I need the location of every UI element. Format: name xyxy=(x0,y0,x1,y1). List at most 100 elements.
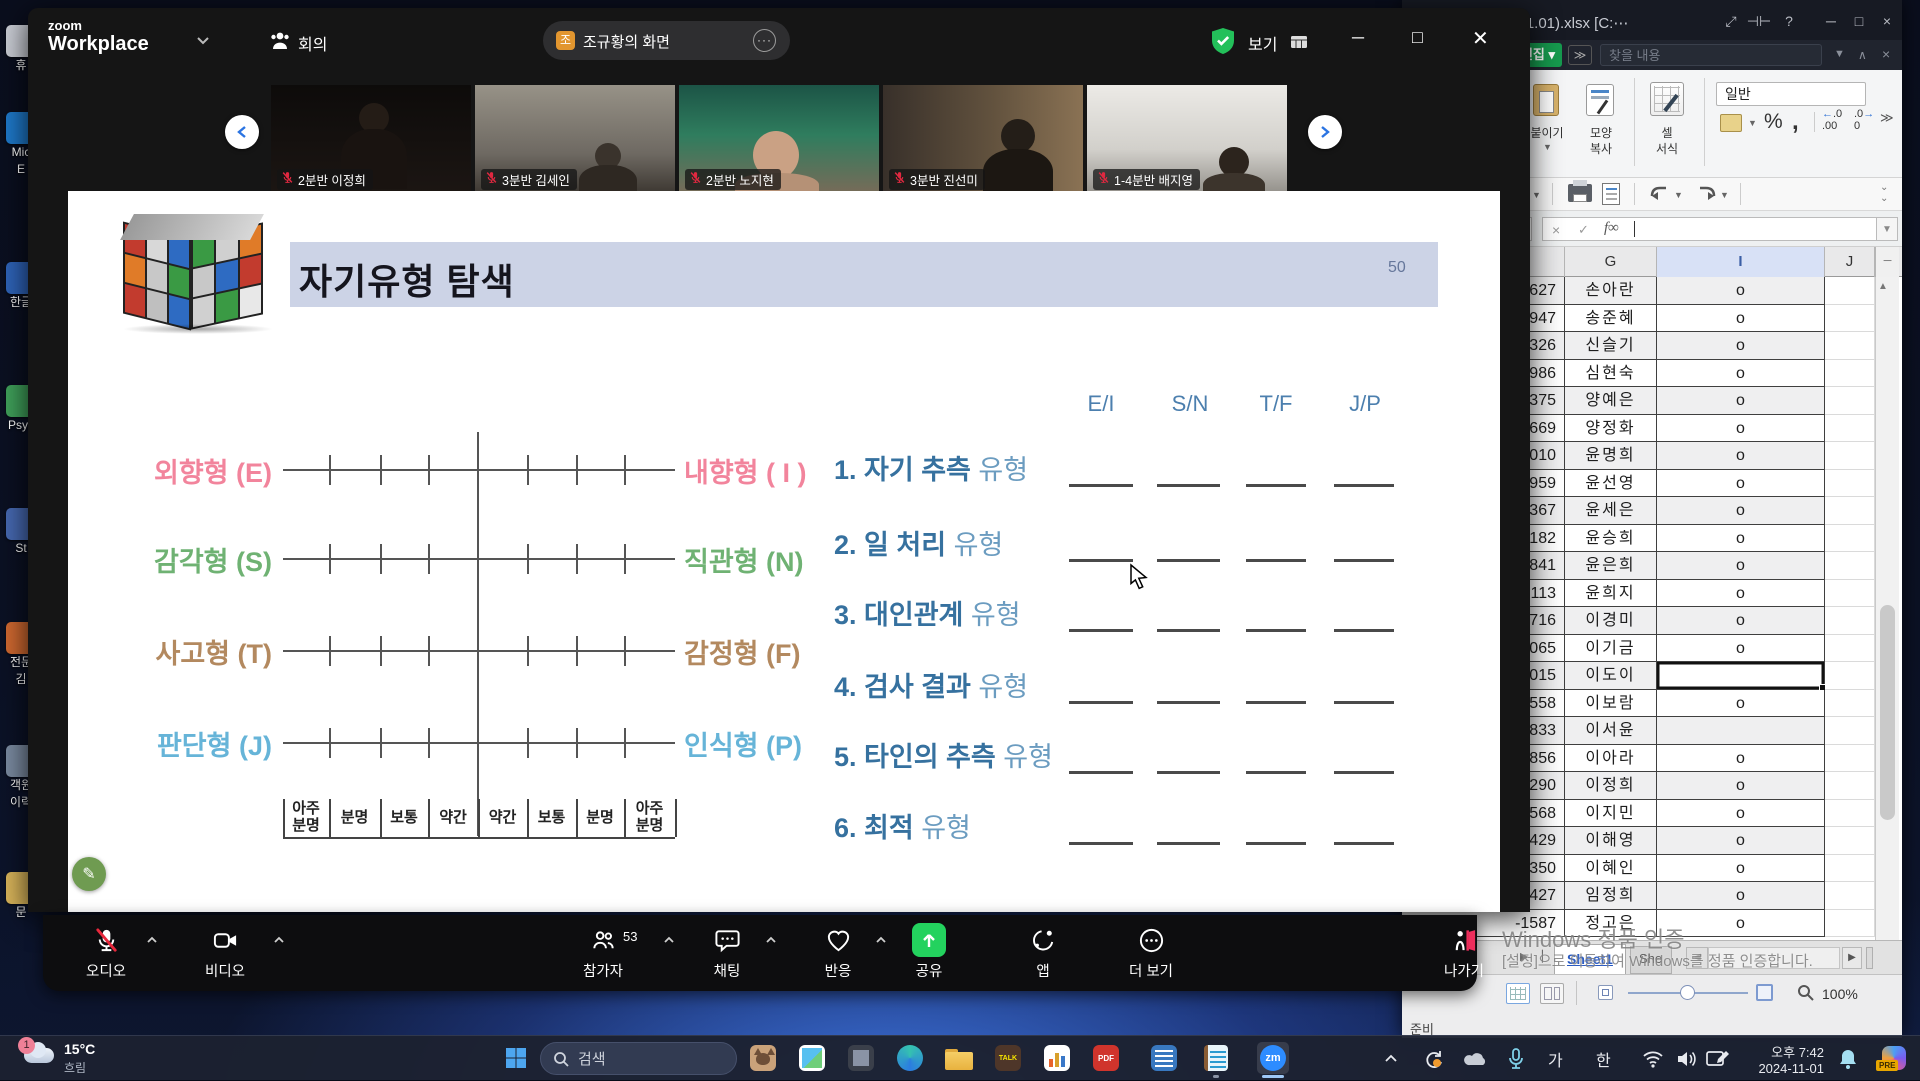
chevron-up-icon[interactable] xyxy=(765,931,777,949)
taskbar-app-kakao[interactable]: TALK xyxy=(992,1042,1024,1074)
expand-icon[interactable]: ⤢ xyxy=(1718,10,1744,32)
toolbar-leave-button[interactable]: 나가기 xyxy=(1412,923,1516,981)
taskbar-app-notes[interactable] xyxy=(1148,1042,1180,1074)
answer-blank[interactable] xyxy=(1069,842,1133,845)
cell-empty[interactable] xyxy=(1825,525,1875,553)
cell-mark[interactable]: o xyxy=(1657,745,1825,773)
cell-empty[interactable] xyxy=(1825,360,1875,388)
participant-video[interactable]: 3분반 김세인 xyxy=(475,85,675,196)
print-icon[interactable] xyxy=(1568,184,1592,202)
currency-icon[interactable] xyxy=(1720,114,1742,132)
close-icon[interactable]: ✕ xyxy=(1472,26,1489,51)
find-close-icon[interactable]: × xyxy=(1882,46,1890,62)
cell-empty[interactable] xyxy=(1825,662,1875,690)
undo-dropdown-icon[interactable]: ▼ xyxy=(1674,190,1683,200)
cell-name[interactable]: 송준혜 xyxy=(1565,305,1657,333)
answer-blank[interactable] xyxy=(1069,771,1133,774)
cell-name[interactable]: 임정희 xyxy=(1565,882,1657,910)
answer-blank[interactable] xyxy=(1246,701,1306,704)
answer-blank[interactable] xyxy=(1246,842,1306,845)
cell-name[interactable]: 윤선영 xyxy=(1565,470,1657,498)
redo-dropdown-icon[interactable]: ▼ xyxy=(1720,190,1729,200)
toolbar-chat-button[interactable]: 채팅 xyxy=(675,923,779,981)
onedrive-cloud-icon[interactable] xyxy=(1464,1036,1488,1081)
zoom-in-button[interactable] xyxy=(1756,984,1773,1001)
find-input[interactable]: 찾을 내용 xyxy=(1600,44,1822,66)
cell-mark[interactable]: o xyxy=(1657,607,1825,635)
taskbar-app-notepad[interactable] xyxy=(1200,1042,1232,1074)
sync-icon[interactable] xyxy=(1422,1036,1444,1081)
ribbon-more-icon[interactable]: ≫ xyxy=(1880,110,1894,126)
taskbar-app-photos[interactable] xyxy=(796,1042,828,1074)
taskbar-app-folder[interactable] xyxy=(943,1042,975,1074)
chevron-up-icon[interactable] xyxy=(273,931,285,949)
cell-name[interactable]: 이서윤 xyxy=(1565,717,1657,745)
close-icon[interactable]: × xyxy=(1874,10,1900,32)
answer-blank[interactable] xyxy=(1157,484,1220,487)
answer-blank[interactable] xyxy=(1069,559,1133,562)
cell-empty[interactable] xyxy=(1825,690,1875,718)
participant-video[interactable]: 2분반 노지현 xyxy=(679,85,879,196)
cell-name[interactable]: 이정희 xyxy=(1565,772,1657,800)
share-title-pill[interactable]: 조 조규황의 화면 ··· xyxy=(543,21,790,60)
pen-device-icon[interactable] xyxy=(1706,1036,1730,1081)
cell-empty[interactable] xyxy=(1825,470,1875,498)
answer-blank[interactable] xyxy=(1334,771,1394,774)
wifi-icon[interactable] xyxy=(1642,1036,1664,1081)
cell-mark[interactable]: o xyxy=(1657,442,1825,470)
answer-blank[interactable] xyxy=(1334,559,1394,562)
answer-blank[interactable] xyxy=(1246,771,1306,774)
cell-empty[interactable] xyxy=(1825,772,1875,800)
cell-empty[interactable] xyxy=(1825,800,1875,828)
cell-mark[interactable]: o xyxy=(1657,635,1825,663)
cancel-icon[interactable]: × xyxy=(1552,222,1560,238)
prev-participants-button[interactable] xyxy=(225,115,259,149)
magnifier-icon[interactable] xyxy=(1796,983,1814,1001)
hsplit-handle[interactable] xyxy=(1866,947,1873,969)
taskbar-app-game[interactable] xyxy=(747,1042,779,1074)
cell-name[interactable]: 윤희지 xyxy=(1565,580,1657,608)
currency-dropdown-icon[interactable]: ▼ xyxy=(1748,118,1757,128)
cell-empty[interactable] xyxy=(1825,415,1875,443)
percent-icon[interactable]: % xyxy=(1764,110,1783,134)
cell-format-icon[interactable] xyxy=(1650,82,1684,116)
find-prev-icon[interactable]: ∧ xyxy=(1858,48,1867,62)
cell-empty[interactable] xyxy=(1825,882,1875,910)
redo-icon[interactable] xyxy=(1694,184,1718,204)
ime-a-indicator[interactable]: 가 xyxy=(1548,1036,1563,1081)
answer-blank[interactable] xyxy=(1246,559,1306,562)
answer-blank[interactable] xyxy=(1157,771,1220,774)
collapse-toolbar-icon[interactable]: ⌄⌄ xyxy=(1880,182,1888,204)
tab-meeting[interactable]: 회의 xyxy=(298,31,327,55)
cell-mark[interactable]: o xyxy=(1657,305,1825,333)
cell-name[interactable]: 신슬기 xyxy=(1565,332,1657,360)
answer-blank[interactable] xyxy=(1246,629,1306,632)
zoom-slider-knob[interactable] xyxy=(1680,985,1695,1000)
clock[interactable]: 오후 7:42 2024-11-01 xyxy=(1744,1036,1824,1081)
answer-blank[interactable] xyxy=(1334,842,1394,845)
cell-mark[interactable]: o xyxy=(1657,415,1825,443)
answer-blank[interactable] xyxy=(1069,484,1133,487)
chevron-up-icon[interactable] xyxy=(663,931,675,949)
cell-empty[interactable] xyxy=(1825,497,1875,525)
comma-icon[interactable]: , xyxy=(1792,108,1799,136)
cell-empty[interactable] xyxy=(1825,910,1875,938)
cell-empty[interactable] xyxy=(1825,827,1875,855)
vertical-scrollbar[interactable]: ▲ xyxy=(1875,277,1899,940)
cell-name[interactable]: 이기금 xyxy=(1565,635,1657,663)
undo-icon[interactable] xyxy=(1648,184,1672,204)
function-icon[interactable]: f∞ xyxy=(1604,220,1619,237)
annotate-pencil-button[interactable]: ✎ xyxy=(72,857,106,891)
enter-icon[interactable]: ✓ xyxy=(1578,222,1589,238)
minimize-icon[interactable]: ─ xyxy=(1352,28,1364,48)
cell-name[interactable]: 이보람 xyxy=(1565,690,1657,718)
view-grid-icon[interactable] xyxy=(1290,32,1308,50)
cell-empty[interactable] xyxy=(1825,717,1875,745)
toolbar-audio-button[interactable]: 오디오 xyxy=(54,923,158,981)
taskbar-app-chart[interactable] xyxy=(1041,1042,1073,1074)
cell-mark[interactable]: o xyxy=(1657,580,1825,608)
answer-blank[interactable] xyxy=(1069,629,1133,632)
cell-empty[interactable] xyxy=(1825,387,1875,415)
column-header-i[interactable]: I xyxy=(1657,247,1825,277)
cell-name[interactable]: 양예은 xyxy=(1565,387,1657,415)
